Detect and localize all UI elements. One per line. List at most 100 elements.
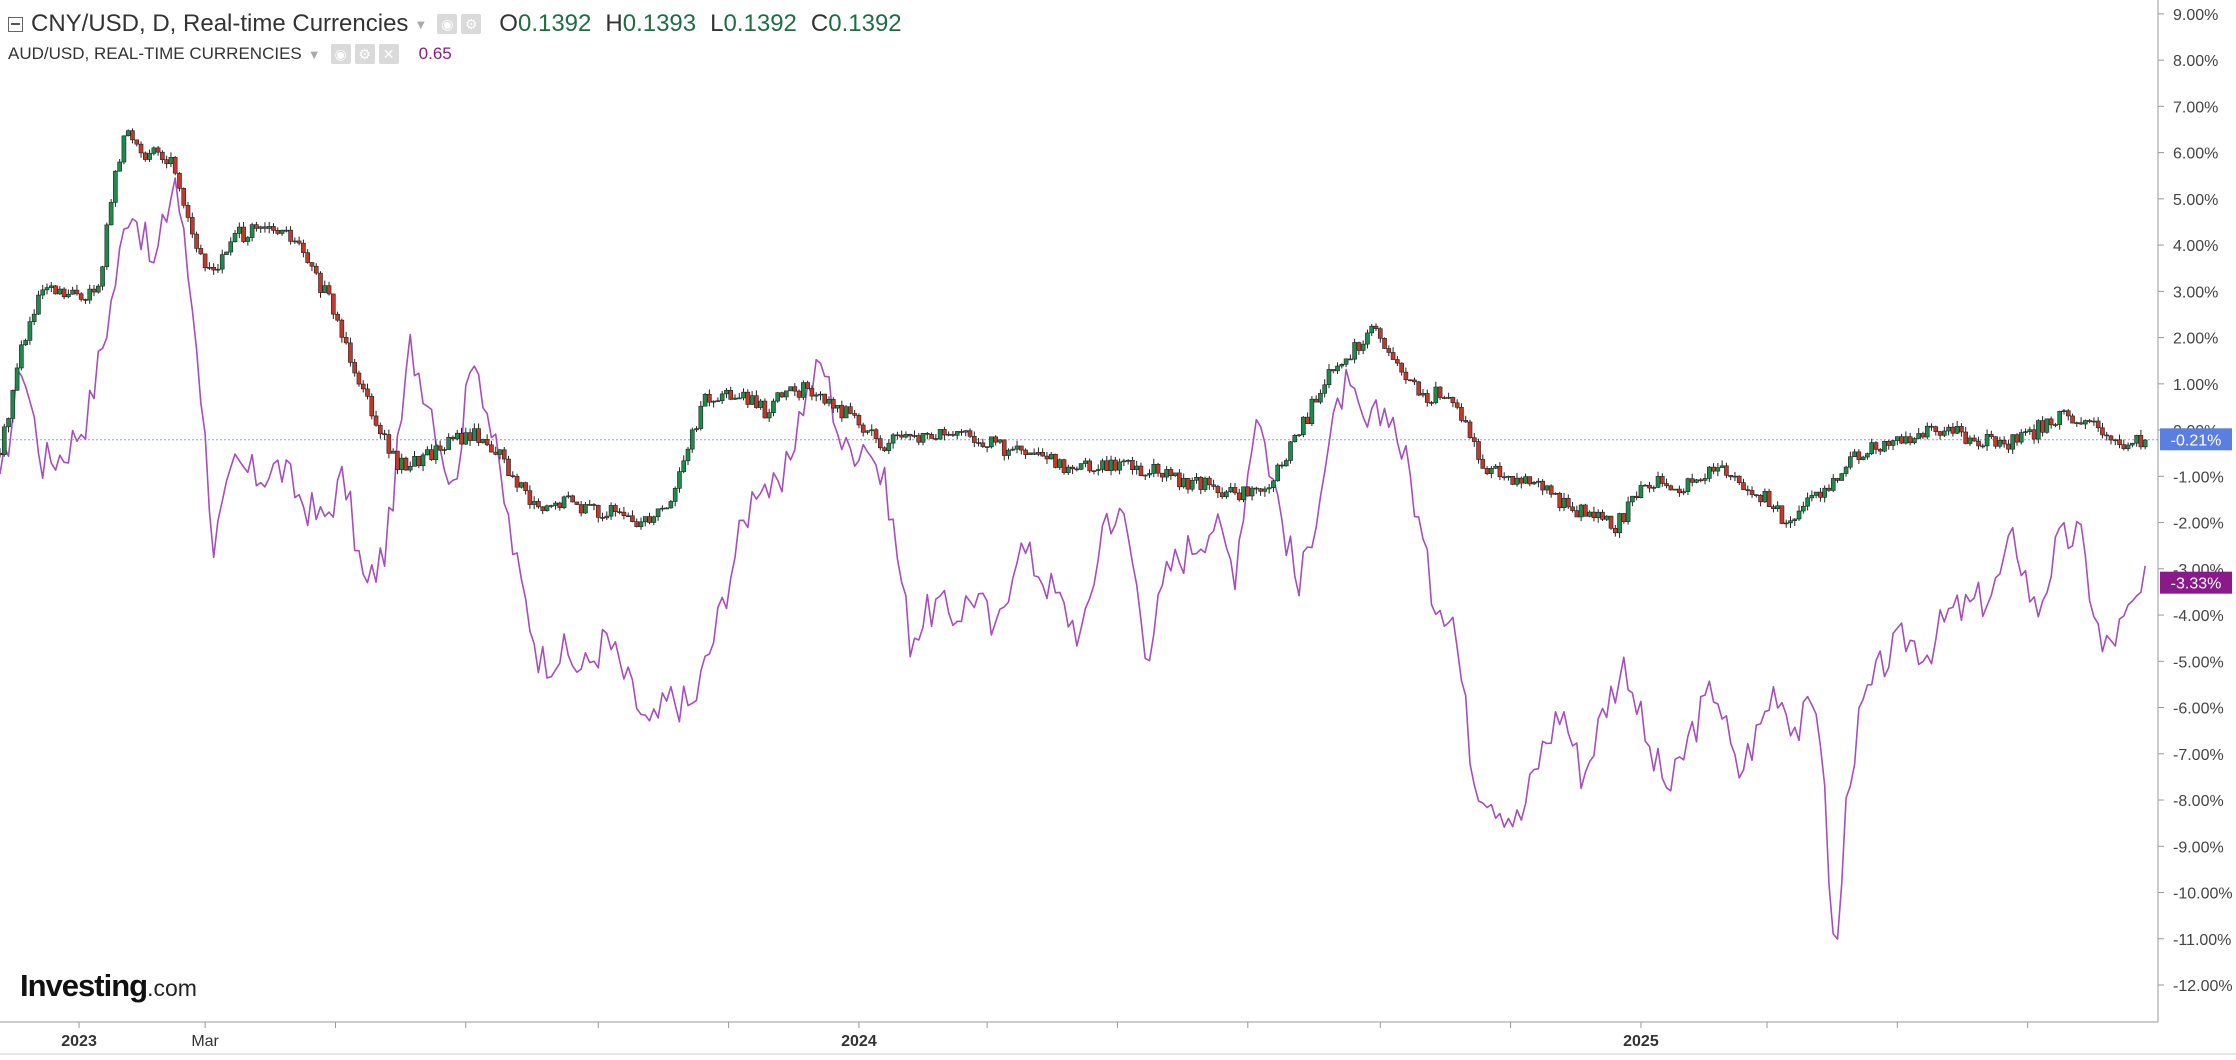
candle-body [501, 449, 507, 460]
close-icon[interactable]: ✕ [378, 44, 399, 64]
candle-body [266, 226, 272, 229]
candle-body [1087, 460, 1092, 472]
candle-body [1715, 467, 1721, 472]
candle-body [1138, 465, 1144, 476]
candle-body [553, 502, 558, 506]
candle-body [1630, 495, 1635, 503]
x-tick-label: Mar [191, 1033, 219, 1050]
candle-body [1839, 473, 1845, 481]
candle-body [1527, 476, 1533, 485]
candle-body [53, 285, 58, 295]
candle-body [326, 285, 332, 295]
y-tick-label: -12.00% [2173, 978, 2233, 995]
candle-body [1685, 478, 1691, 492]
candle-body [1288, 441, 1293, 461]
candle-body [172, 157, 178, 174]
candle-body [1963, 431, 1969, 444]
candle-body [2078, 422, 2084, 425]
candle-body [771, 400, 776, 413]
y-tick-label: 2.00% [2173, 331, 2218, 348]
y-tick-label: -5.00% [2173, 654, 2224, 671]
candle-body [993, 436, 998, 443]
candle-body [1553, 493, 1558, 495]
candle-body [1429, 402, 1434, 404]
candle-body [1668, 485, 1674, 491]
candle-body [608, 505, 614, 517]
candle-body [1326, 369, 1332, 386]
candle-body [950, 433, 956, 436]
candle-body [2142, 439, 2148, 448]
candle-body [583, 504, 588, 514]
candle-body [292, 240, 298, 243]
candle-body [2138, 434, 2144, 448]
chevron-down-icon[interactable]: ▼ [307, 46, 321, 62]
overlay-symbol-header: AUD/USD, REAL-TIME CURRENCIES ▼ ◉ ⚙ ✕ 0.… [8, 44, 452, 64]
candle-body [1433, 386, 1439, 403]
candle-body [168, 157, 174, 164]
candle-body [130, 130, 135, 141]
candle-body [1031, 452, 1037, 455]
candle-body [2031, 429, 2037, 440]
candle-body [134, 139, 140, 145]
candle-body [1360, 343, 1366, 351]
candle-body [1424, 393, 1430, 403]
candle-body [963, 430, 969, 433]
candle-body [95, 285, 101, 293]
candle-body [741, 391, 746, 399]
main-symbol-title[interactable]: CNY/USD, D, Real-time Currencies [31, 10, 409, 37]
candle-body [732, 397, 738, 400]
candle-body [694, 428, 699, 431]
gear-icon[interactable]: ⚙ [354, 44, 375, 64]
candle-body [1959, 426, 1964, 433]
candle-body [822, 393, 828, 404]
candle-body [1057, 459, 1063, 468]
visibility-icon[interactable]: ◉ [330, 44, 351, 64]
candle-body [758, 400, 763, 408]
candle-body [1809, 495, 1815, 499]
candle-body [155, 147, 161, 153]
candle-body [335, 313, 340, 321]
candle-body [1194, 476, 1199, 481]
candle-body [801, 382, 806, 398]
candle-body [890, 434, 896, 444]
candle-body [1877, 449, 1883, 452]
overlay-symbol-title[interactable]: AUD/USD, REAL-TIME CURRENCIES [8, 44, 302, 63]
candle-body [1600, 511, 1605, 520]
candle-body [1437, 386, 1443, 398]
candle-body [1202, 477, 1208, 490]
candle-body [2048, 418, 2054, 426]
candle-body [1074, 468, 1080, 471]
candle-body [1728, 475, 1733, 478]
collapse-icon[interactable] [8, 16, 23, 32]
candle-body [1719, 465, 1725, 468]
candle-body [1591, 511, 1597, 519]
candle-body [1480, 459, 1486, 469]
candle-body [318, 272, 323, 293]
candle-body [1886, 441, 1892, 446]
visibility-icon[interactable]: ◉ [437, 14, 458, 34]
candle-body [322, 285, 328, 293]
candle-body [587, 504, 593, 506]
candle-body [1895, 436, 1900, 441]
candle-body [946, 433, 951, 436]
candle-body [1463, 420, 1469, 423]
candle-body [1078, 463, 1084, 470]
candle-body [1574, 510, 1580, 518]
candle-body [429, 449, 434, 460]
candle-body [1989, 433, 1994, 437]
candle-body [271, 226, 276, 231]
gear-icon[interactable]: ⚙ [461, 14, 482, 34]
candle-body [1147, 473, 1152, 476]
candle-body [1890, 440, 1896, 446]
candle-body [1830, 478, 1836, 491]
candle-body [198, 248, 204, 255]
candle-body [783, 390, 789, 398]
candle-body [420, 454, 426, 466]
candle-body [1813, 491, 1819, 496]
aud-usd-line [0, 177, 2146, 940]
candle-body [1595, 511, 1601, 519]
candle-body [2108, 435, 2114, 441]
chevron-down-icon[interactable]: ▼ [414, 16, 428, 32]
